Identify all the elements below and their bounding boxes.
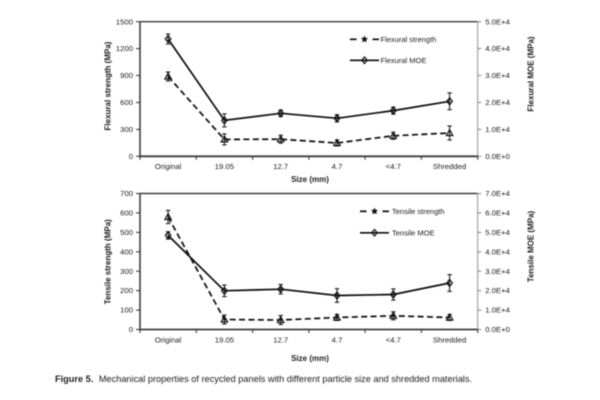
svg-text:<4.7: <4.7 [386, 336, 401, 345]
svg-text:Figure 5. Mechanical propertie: Figure 5. Mechanical properties of recyc… [55, 374, 472, 384]
svg-text:2.0E+4: 2.0E+4 [485, 286, 510, 295]
svg-text:3.0E+4: 3.0E+4 [485, 71, 510, 80]
svg-text:Size (mm): Size (mm) [291, 354, 329, 363]
svg-text:1500: 1500 [116, 17, 133, 26]
svg-text:3.0E+4: 3.0E+4 [485, 267, 510, 276]
svg-text:2.0E+4: 2.0E+4 [485, 98, 510, 107]
svg-text:Flexural strength: Flexural strength [381, 35, 437, 44]
svg-text:Original: Original [155, 336, 182, 345]
svg-text:Shredded: Shredded [433, 336, 466, 345]
svg-text:Flexural MOE: Flexural MOE [381, 56, 427, 65]
svg-text:4.0E+4: 4.0E+4 [485, 247, 510, 256]
svg-text:Size (mm): Size (mm) [291, 175, 329, 184]
svg-text:1.0E+4: 1.0E+4 [485, 125, 510, 134]
svg-text:500: 500 [120, 228, 133, 237]
svg-text:Tensile MOE: Tensile MOE [392, 228, 435, 237]
svg-text:Shredded: Shredded [433, 162, 466, 171]
svg-text:12.7: 12.7 [273, 162, 288, 171]
svg-text:<4.7: <4.7 [386, 162, 401, 171]
svg-text:Tensile strength: Tensile strength [392, 207, 445, 216]
svg-text:1200: 1200 [116, 44, 133, 53]
svg-text:4.0E+4: 4.0E+4 [485, 44, 510, 53]
svg-text:Flexural MOE (MPa): Flexural MOE (MPa) [526, 36, 535, 111]
svg-text:200: 200 [120, 286, 133, 295]
svg-text:Tensile strength (MPa): Tensile strength (MPa) [103, 219, 112, 305]
svg-text:900: 900 [120, 71, 133, 80]
svg-text:19.05: 19.05 [215, 162, 234, 171]
svg-text:19.05: 19.05 [215, 336, 234, 345]
svg-text:12.7: 12.7 [273, 336, 288, 345]
svg-text:4.7: 4.7 [332, 336, 343, 345]
svg-text:600: 600 [120, 98, 133, 107]
svg-text:0.0E+0: 0.0E+0 [485, 152, 510, 161]
svg-text:4.7: 4.7 [332, 162, 343, 171]
svg-text:7.0E+4: 7.0E+4 [485, 189, 510, 198]
svg-text:Original: Original [155, 162, 182, 171]
svg-text:300: 300 [120, 267, 133, 276]
svg-text:1.0E+4: 1.0E+4 [485, 306, 510, 315]
svg-text:Tensile MOE (MPa): Tensile MOE (MPa) [526, 210, 535, 282]
svg-text:6.0E+4: 6.0E+4 [485, 209, 510, 218]
svg-text:5.0E+4: 5.0E+4 [485, 228, 510, 237]
svg-text:100: 100 [120, 306, 133, 315]
svg-text:400: 400 [120, 247, 133, 256]
svg-text:300: 300 [120, 125, 133, 134]
svg-text:0.0E+0: 0.0E+0 [485, 325, 510, 334]
svg-text:600: 600 [120, 209, 133, 218]
svg-text:0: 0 [129, 325, 133, 334]
svg-text:5.0E+4: 5.0E+4 [485, 17, 510, 26]
svg-text:700: 700 [120, 189, 133, 198]
svg-text:0: 0 [129, 152, 133, 161]
svg-text:Flexural strength (MPa): Flexural strength (MPa) [103, 41, 112, 130]
